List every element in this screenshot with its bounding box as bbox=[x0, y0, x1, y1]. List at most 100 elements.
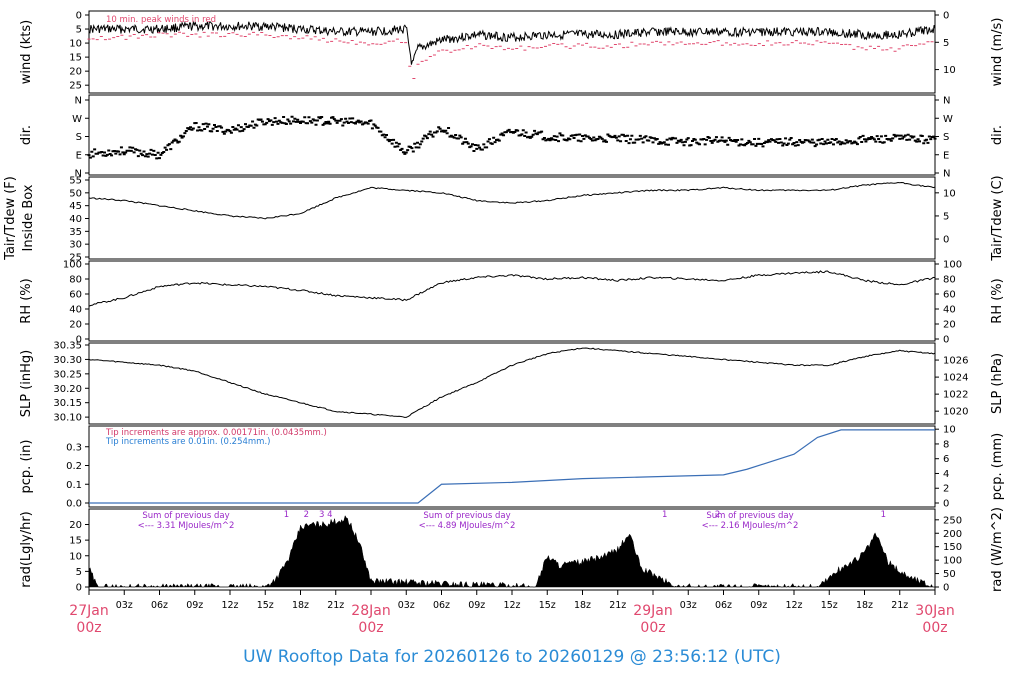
time-tick-label: 21z bbox=[327, 600, 344, 611]
time-tick-label: 06z bbox=[151, 600, 168, 611]
left-tick-label-wind: 10 bbox=[69, 39, 82, 50]
day-label-hour: 00z bbox=[76, 620, 101, 636]
left-tick-label-temp: 40 bbox=[69, 214, 82, 225]
right-tick-label-rh: 40 bbox=[943, 305, 956, 316]
wind-series-line bbox=[88, 20, 936, 65]
y-axis-label-right-wind: wind (m/s) bbox=[990, 18, 1005, 87]
left-tick-label-rh: 100 bbox=[63, 260, 82, 271]
right-tick-label-pcp: 2 bbox=[943, 484, 949, 495]
precip-note-blue: Tip increments are 0.01in. (0.254mm.) bbox=[105, 437, 270, 447]
left-tick-label-slp: 30.35 bbox=[53, 341, 82, 352]
time-tick-label: 06z bbox=[715, 600, 732, 611]
right-tick-label-dir: N bbox=[943, 96, 950, 107]
left-tick-label-slp: 30.30 bbox=[53, 355, 82, 366]
left-tick-label-rh: 80 bbox=[69, 275, 82, 286]
solar-top-mark: 1 bbox=[284, 510, 289, 520]
right-tick-label-rad: 150 bbox=[943, 542, 962, 553]
left-tick-label-temp: 25 bbox=[69, 253, 82, 264]
precip-note-red: Tip increments are approx. 0.00171in. (0… bbox=[105, 428, 327, 438]
right-tick-label-pcp: 6 bbox=[943, 454, 949, 465]
right-tick-label-wind: 5 bbox=[943, 38, 949, 49]
y-axis-label-left-pcp: pcp. (in) bbox=[19, 440, 34, 494]
time-tick-label: 21z bbox=[609, 600, 626, 611]
solar-sum-note-value: <--- 4.89 MJoules/m^2 bbox=[419, 521, 516, 531]
left-tick-label-rad: 0 bbox=[76, 583, 82, 594]
temp-series-line bbox=[88, 181, 936, 220]
day-label-hour: 00z bbox=[358, 620, 383, 636]
right-tick-label-rh: 20 bbox=[943, 320, 956, 331]
left-tick-label-dir: N bbox=[75, 169, 82, 180]
left-tick-label-temp: 30 bbox=[69, 240, 82, 251]
right-tick-label-slp: 1022 bbox=[943, 390, 968, 401]
left-tick-label-dir: W bbox=[72, 114, 82, 125]
panel-frame-pcp bbox=[88, 425, 936, 508]
solar-sum-note-title: Sum of previous day bbox=[706, 511, 793, 521]
y-axis-label-right-rad: rad (W/m^2) bbox=[990, 507, 1005, 592]
right-tick-label-temp: 0 bbox=[943, 235, 949, 246]
direction-series-marks bbox=[87, 115, 937, 160]
solar-sum-note-value: <--- 3.31 MJoules/m^2 bbox=[138, 521, 235, 531]
right-tick-label-pcp: 8 bbox=[943, 439, 949, 450]
right-tick-label-wind: 0 bbox=[943, 11, 949, 22]
right-tick-label-temp: 10 bbox=[943, 188, 956, 199]
left-tick-label-rad: 5 bbox=[76, 567, 82, 578]
left-tick-label-pcp: 0.2 bbox=[66, 461, 82, 472]
y-axis-label-left-wind: wind (kts) bbox=[19, 20, 34, 84]
right-tick-label-wind: 10 bbox=[943, 65, 956, 76]
time-tick-label: 12z bbox=[785, 600, 802, 611]
solar-sum-note-value: <--- 2.16 MJoules/m^2 bbox=[702, 521, 799, 531]
right-tick-label-pcp: 4 bbox=[943, 469, 949, 480]
left-tick-label-temp: 45 bbox=[69, 201, 82, 212]
left-tick-label-pcp: 0.1 bbox=[66, 480, 82, 491]
slp-series-line bbox=[88, 347, 936, 418]
right-tick-label-dir: N bbox=[943, 169, 950, 180]
solar-top-mark: 1 bbox=[881, 510, 886, 520]
solar-top-mark: 4 bbox=[327, 510, 332, 520]
right-tick-label-rh: 0 bbox=[943, 335, 949, 346]
left-tick-label-rad: 10 bbox=[69, 551, 82, 562]
y-axis-label-right-dir: dir. bbox=[990, 125, 1005, 145]
panel-frame-slp bbox=[88, 342, 936, 425]
left-tick-label-wind: 5 bbox=[76, 25, 82, 36]
time-tick-label: 03z bbox=[680, 600, 697, 611]
right-tick-label-rh: 100 bbox=[943, 260, 962, 271]
y-axis-label-left-dir: dir. bbox=[19, 125, 34, 145]
day-label-date: 27Jan bbox=[69, 603, 108, 619]
y-axis-label-left-slp: SLP (inHg) bbox=[19, 350, 34, 418]
y-axis-label-right-pcp: pcp. (mm) bbox=[990, 433, 1005, 500]
right-tick-label-rh: 60 bbox=[943, 290, 956, 301]
panel-frame-dir bbox=[88, 94, 936, 176]
right-tick-label-rad: 250 bbox=[943, 515, 962, 526]
time-tick-label: 15z bbox=[821, 600, 838, 611]
left-tick-label-rh: 20 bbox=[69, 320, 82, 331]
left-tick-label-wind: 20 bbox=[69, 67, 82, 78]
time-tick-label: 15z bbox=[257, 600, 274, 611]
day-label-date: 29Jan bbox=[633, 603, 672, 619]
y-axis-label-right-temp: Tair/Tdew (C) bbox=[990, 175, 1005, 261]
left-tick-label-slp: 30.10 bbox=[53, 413, 82, 424]
right-tick-label-rad: 100 bbox=[943, 556, 962, 567]
time-tick-label: 06z bbox=[433, 600, 450, 611]
left-tick-label-pcp: 0.3 bbox=[66, 442, 82, 453]
y-axis-label-left-rad: rad(Lgly/hr) bbox=[19, 511, 34, 587]
left-tick-label-wind: 25 bbox=[69, 81, 82, 92]
right-tick-label-slp: 1026 bbox=[943, 356, 968, 367]
right-tick-label-rh: 80 bbox=[943, 275, 956, 286]
time-tick-label: 12z bbox=[503, 600, 520, 611]
left-tick-label-rh: 60 bbox=[69, 290, 82, 301]
time-tick-label: 12z bbox=[221, 600, 238, 611]
solar-top-mark: 1 bbox=[662, 510, 667, 520]
solar-sum-note-title: Sum of previous day bbox=[423, 511, 510, 521]
time-tick-label: 03z bbox=[116, 600, 133, 611]
y-axis-label-left-temp-line2: Inside Box bbox=[21, 184, 36, 251]
right-tick-label-rad: 200 bbox=[943, 529, 962, 540]
solar-top-mark: 3 bbox=[319, 510, 324, 520]
left-tick-label-temp: 55 bbox=[69, 176, 82, 187]
right-tick-label-slp: 1024 bbox=[943, 373, 968, 384]
left-tick-label-dir: S bbox=[76, 132, 82, 143]
left-tick-label-rh: 0 bbox=[76, 335, 82, 346]
left-tick-label-temp: 50 bbox=[69, 188, 82, 199]
chart-title: UW Rooftop Data for 20260126 to 20260129… bbox=[243, 647, 781, 667]
left-tick-label-temp: 35 bbox=[69, 227, 82, 238]
